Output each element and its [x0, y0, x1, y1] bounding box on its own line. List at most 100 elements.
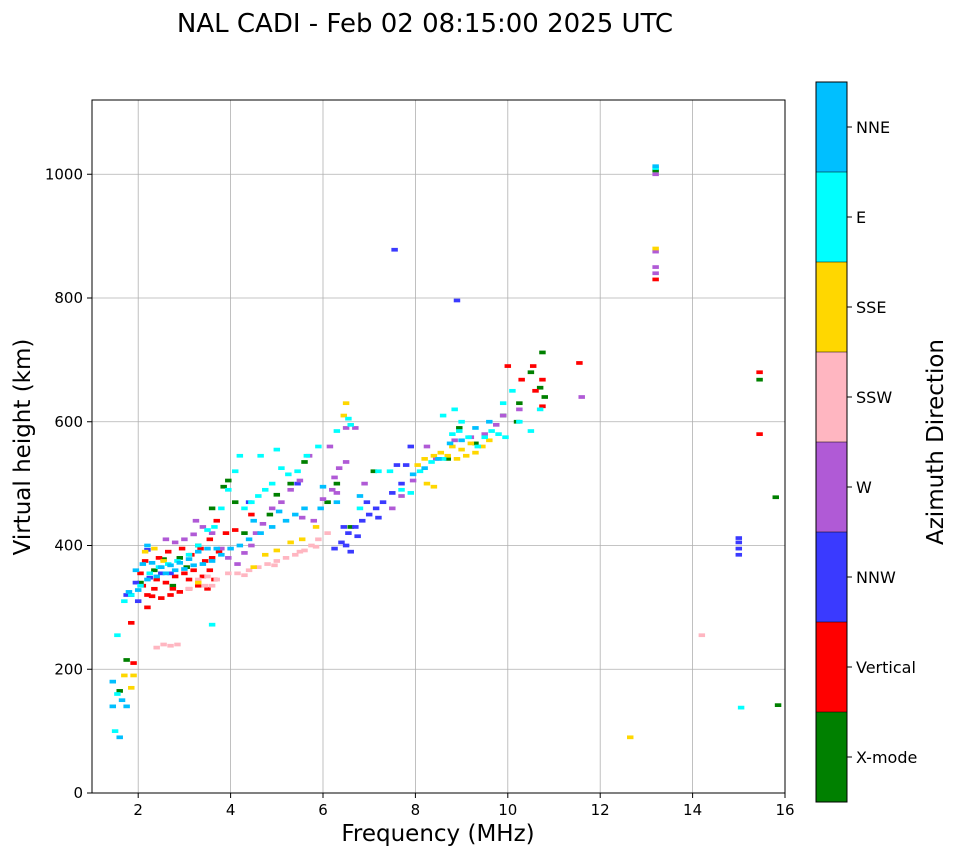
echo-point-nne	[292, 512, 299, 517]
echo-point-sse	[462, 453, 470, 458]
y-axis-ticks: 0 200 400 600 800 1000	[45, 165, 92, 802]
echo-point-ssw	[167, 643, 174, 648]
echo-point-vertical	[185, 577, 193, 582]
echo-point-sse	[414, 463, 421, 467]
echo-point-nnw	[132, 580, 140, 585]
echo-point-vertical	[176, 590, 184, 594]
echo-point-sse	[130, 673, 137, 678]
echo-point-e	[516, 419, 523, 424]
echo-point-nne	[409, 472, 417, 477]
echo-point-vertical	[213, 518, 220, 523]
echo-point-vertical	[169, 586, 177, 591]
echo-point-sse	[195, 580, 202, 585]
colorbar-tick-label: Vertical	[856, 658, 916, 677]
echo-point-nnw	[389, 491, 396, 495]
echo-point-vertical	[529, 364, 537, 368]
echo-point-w	[287, 487, 294, 492]
echo-point-w	[234, 562, 241, 566]
echo-point-sse	[151, 546, 158, 551]
echo-point-w	[499, 413, 507, 418]
echo-point-nne	[446, 441, 454, 446]
echo-point-nnw	[354, 534, 361, 539]
echo-point-e	[509, 388, 516, 393]
echo-point-sse	[312, 525, 320, 529]
echo-point-x-mode	[151, 568, 158, 573]
echo-point-vertical	[206, 568, 214, 573]
echo-point-e	[195, 543, 202, 548]
echo-point-nnw	[393, 463, 401, 467]
echo-point-vertical	[141, 559, 149, 563]
echo-point-e	[481, 435, 488, 440]
echo-point-vertical	[128, 620, 135, 625]
echo-point-nne	[139, 562, 147, 566]
echo-point-nnw	[391, 247, 398, 252]
echo-point-nnw	[123, 593, 130, 597]
echo-point-vertical	[148, 594, 156, 599]
echo-point-vertical	[155, 556, 163, 560]
echo-point-vertical	[197, 546, 204, 551]
echo-point-w	[278, 500, 285, 505]
echo-point-vertical	[171, 574, 179, 579]
echo-point-nnw	[735, 552, 743, 557]
echo-point-e	[356, 506, 364, 511]
echo-point-nne	[275, 509, 283, 514]
echo-point-ssw	[308, 543, 315, 548]
echo-point-x-mode	[273, 492, 281, 497]
echo-point-e	[268, 481, 276, 486]
echo-point-nne	[486, 419, 493, 424]
echo-point-nne	[185, 557, 193, 561]
echo-point-vertical	[164, 549, 172, 554]
echo-point-e	[114, 633, 121, 638]
echo-point-ssw	[301, 548, 308, 553]
echo-point-sse	[273, 548, 281, 553]
echo-point-nne	[317, 506, 324, 511]
echo-point-vertical	[539, 404, 546, 409]
echo-point-nne	[176, 560, 184, 565]
echo-point-w	[298, 515, 306, 520]
echo-point-ssw	[264, 562, 271, 566]
echo-point-vertical	[756, 432, 763, 436]
echo-point-e	[502, 435, 509, 440]
echo-point-nne	[144, 543, 151, 548]
echo-point-e	[536, 407, 544, 412]
echo-point-sse	[121, 673, 128, 678]
echo-point-nnw	[407, 444, 415, 449]
echo-point-vertical	[231, 528, 239, 532]
echo-point-x-mode	[123, 658, 130, 662]
echo-point-e	[204, 528, 211, 532]
echo-point-nne	[148, 560, 156, 565]
echo-point-nne	[421, 466, 428, 471]
echo-point-vertical	[539, 377, 546, 382]
echo-point-vertical	[532, 388, 539, 393]
echo-point-w	[171, 540, 179, 545]
echo-point-w	[409, 478, 417, 483]
echo-point-w	[493, 422, 500, 427]
echo-point-nnw	[735, 546, 743, 551]
echo-point-vertical	[208, 556, 216, 560]
echo-point-e	[451, 407, 458, 412]
echo-point-w	[652, 249, 659, 254]
echo-point-w	[652, 265, 659, 269]
echo-point-vertical	[137, 571, 144, 576]
echo-point-x-mode	[266, 512, 274, 517]
plot-frame	[91, 99, 786, 794]
echo-point-nnw	[347, 549, 354, 554]
echo-point-x-mode	[774, 703, 782, 707]
echo-point-vertical	[195, 583, 202, 588]
echo-point-nnw	[134, 599, 142, 604]
echo-point-e	[345, 416, 352, 421]
echo-point-nne	[144, 577, 151, 582]
echo-point-e	[241, 506, 248, 511]
echo-point-ssw	[296, 549, 304, 554]
colorbar-band	[816, 172, 847, 262]
colorbar-label: Azimuth Direction	[923, 339, 949, 545]
echo-point-sse	[453, 457, 461, 461]
echo-point-nne	[181, 567, 188, 571]
echo-point-x-mode	[539, 350, 546, 355]
echo-point-ssw	[195, 577, 202, 582]
echo-point-nne	[227, 546, 234, 551]
echo-point-ssw	[315, 537, 322, 542]
echo-point-w	[352, 426, 359, 430]
echo-point-vertical	[504, 364, 512, 368]
echo-point-ssw	[698, 633, 706, 638]
